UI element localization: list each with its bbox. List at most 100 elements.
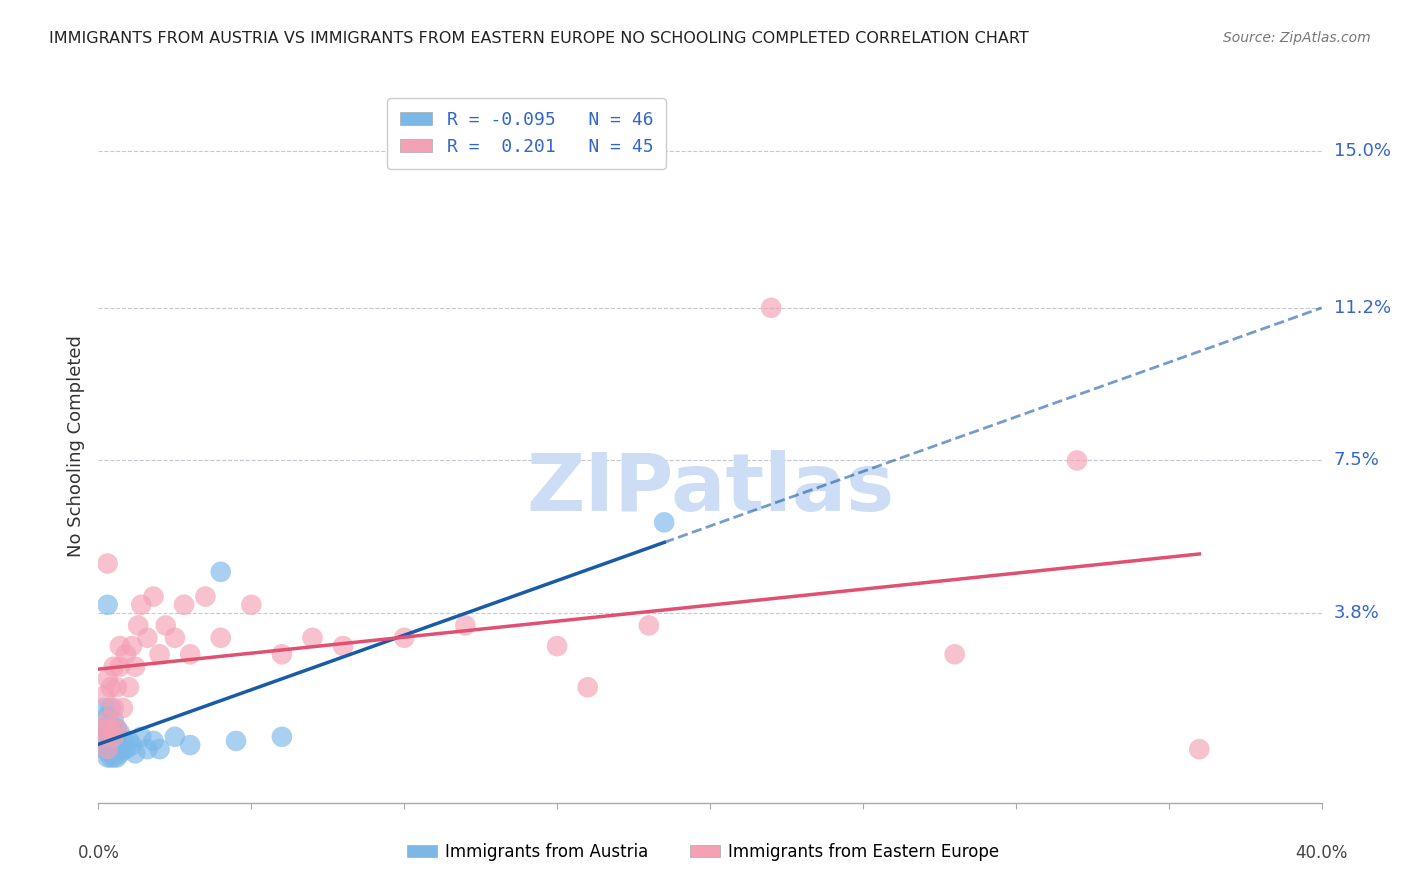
- Legend: R = -0.095   N = 46, R =  0.201   N = 45: R = -0.095 N = 46, R = 0.201 N = 45: [387, 98, 666, 169]
- Point: [97, 742, 120, 756]
- Point: [100, 730, 122, 744]
- Point: [97, 742, 120, 756]
- Point: [103, 738, 125, 752]
- Point: [240, 598, 263, 612]
- Point: [124, 659, 146, 673]
- Text: 7.5%: 7.5%: [1334, 451, 1379, 469]
- Text: 0.0%: 0.0%: [77, 844, 120, 862]
- Point: [100, 722, 122, 736]
- Point: [97, 734, 120, 748]
- Point: [179, 648, 201, 662]
- Point: [124, 747, 146, 761]
- Point: [93, 722, 115, 736]
- Point: [105, 742, 128, 756]
- Point: [637, 618, 661, 632]
- Point: [652, 516, 675, 530]
- Point: [111, 701, 134, 715]
- Text: 40.0%: 40.0%: [1295, 844, 1348, 862]
- Point: [194, 590, 217, 604]
- Point: [103, 701, 125, 715]
- Y-axis label: No Schooling Completed: No Schooling Completed: [66, 335, 84, 557]
- Point: [108, 639, 131, 653]
- Point: [270, 730, 292, 744]
- Point: [1188, 742, 1211, 756]
- Point: [105, 734, 128, 748]
- Point: [103, 742, 125, 756]
- Point: [142, 734, 165, 748]
- Point: [105, 681, 128, 695]
- Point: [97, 709, 120, 723]
- Point: [118, 681, 141, 695]
- Point: [127, 618, 149, 632]
- Point: [163, 631, 186, 645]
- Point: [111, 734, 134, 748]
- Point: [1066, 453, 1088, 467]
- Point: [103, 659, 125, 673]
- Text: ZIPatlas: ZIPatlas: [526, 450, 894, 528]
- Point: [97, 714, 120, 728]
- Text: 11.2%: 11.2%: [1334, 299, 1391, 317]
- Point: [105, 722, 128, 736]
- Text: Source: ZipAtlas.com: Source: ZipAtlas.com: [1223, 31, 1371, 45]
- Point: [136, 631, 159, 645]
- Point: [111, 742, 134, 756]
- Point: [129, 598, 152, 612]
- Point: [100, 701, 122, 715]
- Point: [115, 742, 138, 756]
- Point: [97, 725, 120, 739]
- Point: [103, 714, 125, 728]
- Point: [759, 301, 782, 315]
- Point: [155, 618, 177, 632]
- Point: [270, 648, 292, 662]
- Point: [454, 618, 477, 632]
- Point: [149, 742, 172, 756]
- Point: [103, 734, 125, 748]
- Point: [100, 722, 122, 736]
- Point: [209, 565, 232, 579]
- Point: [121, 639, 143, 653]
- Point: [97, 557, 120, 571]
- Point: [93, 730, 115, 744]
- Point: [301, 631, 323, 645]
- Point: [149, 648, 172, 662]
- Point: [90, 730, 112, 744]
- Point: [943, 648, 966, 662]
- Point: [93, 701, 115, 715]
- Point: [97, 598, 120, 612]
- Point: [108, 725, 131, 739]
- Point: [100, 747, 122, 761]
- Point: [97, 750, 120, 764]
- Point: [179, 738, 201, 752]
- Point: [129, 730, 152, 744]
- Point: [142, 590, 165, 604]
- Point: [105, 722, 128, 736]
- Point: [115, 648, 138, 662]
- Point: [93, 722, 115, 736]
- Point: [225, 734, 247, 748]
- Point: [136, 742, 159, 756]
- Text: IMMIGRANTS FROM AUSTRIA VS IMMIGRANTS FROM EASTERN EUROPE NO SCHOOLING COMPLETED: IMMIGRANTS FROM AUSTRIA VS IMMIGRANTS FR…: [49, 31, 1029, 46]
- Point: [392, 631, 416, 645]
- Point: [100, 738, 122, 752]
- Point: [97, 672, 120, 686]
- Point: [103, 730, 125, 744]
- Point: [103, 750, 125, 764]
- Point: [93, 689, 115, 703]
- Point: [108, 738, 131, 752]
- Text: 15.0%: 15.0%: [1334, 142, 1391, 160]
- Point: [121, 738, 143, 752]
- Point: [173, 598, 195, 612]
- Point: [576, 681, 599, 695]
- Point: [108, 747, 131, 761]
- Point: [105, 750, 128, 764]
- Point: [100, 681, 122, 695]
- Point: [108, 659, 131, 673]
- Point: [163, 730, 186, 744]
- Point: [90, 722, 112, 736]
- Point: [209, 631, 232, 645]
- Legend: Immigrants from Austria, Immigrants from Eastern Europe: Immigrants from Austria, Immigrants from…: [399, 837, 1007, 868]
- Point: [100, 750, 122, 764]
- Point: [332, 639, 354, 653]
- Point: [546, 639, 568, 653]
- Point: [93, 742, 115, 756]
